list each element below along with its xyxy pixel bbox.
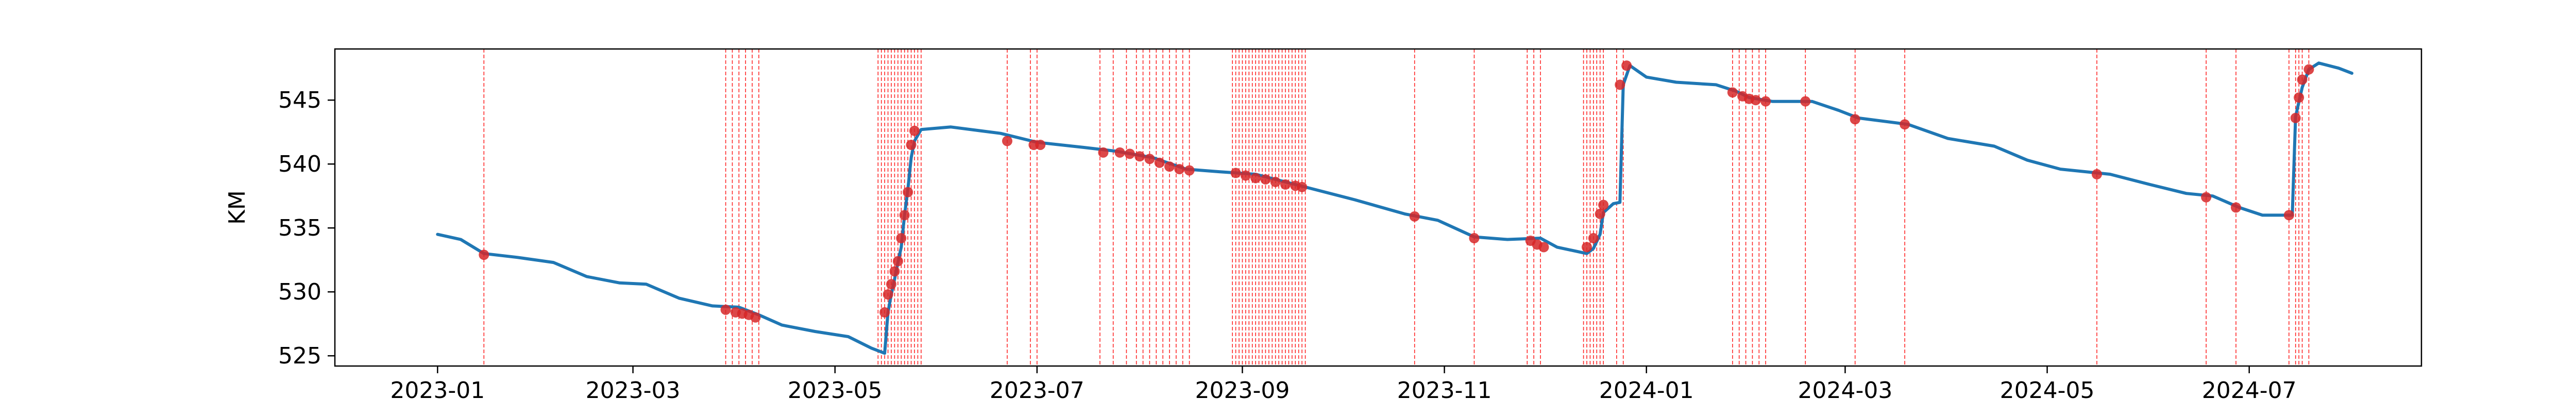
event-marker [1035, 139, 1046, 150]
y-tick-label: 530 [278, 279, 321, 305]
y-tick-label: 545 [278, 87, 321, 113]
event-marker [2303, 64, 2314, 75]
y-axis: 525 530 535 540 545 [278, 87, 335, 369]
event-marker [1250, 173, 1261, 184]
event-marker [479, 250, 489, 260]
event-marker [1850, 114, 1860, 125]
event-marker [906, 139, 917, 150]
y-tick-label: 535 [278, 215, 321, 241]
event-marker [1164, 161, 1175, 172]
y-tick-label: 540 [278, 151, 321, 177]
event-marker [1595, 208, 1605, 219]
event-marker [1760, 96, 1771, 107]
x-tick-label: 2023-07 [990, 377, 1084, 404]
event-marker [1154, 157, 1165, 168]
event-marker [903, 187, 913, 197]
y-tick-label: 525 [278, 343, 321, 369]
event-marker [1800, 96, 1811, 107]
event-marker [899, 210, 910, 221]
event-marker [720, 304, 731, 315]
x-tick-label: 2024-07 [2202, 377, 2297, 404]
event-marker [1144, 154, 1155, 164]
event-marker [1297, 181, 1308, 192]
series-layer [436, 61, 2353, 355]
event-marker [1002, 136, 1012, 146]
x-axis: 2023-01 2023-03 2023-05 2023-07 2023-09 2023-… [390, 366, 2297, 404]
x-tick-label: 2024-03 [1798, 377, 1893, 404]
event-marker [1124, 148, 1135, 159]
event-marker [1098, 147, 1109, 158]
event-marker [1588, 233, 1599, 244]
event-marker [892, 256, 903, 267]
x-tick-label: 2024-05 [2000, 377, 2095, 404]
event-markers [479, 60, 2314, 323]
y-axis-title: KM [224, 190, 250, 225]
event-marker [2290, 112, 2301, 123]
event-marker [1114, 147, 1125, 158]
event-marker [1230, 168, 1241, 178]
event-marker [2231, 202, 2241, 213]
event-marker [883, 289, 893, 300]
event-marker [1469, 233, 1480, 244]
distance-series-line [436, 61, 2353, 355]
event-marker [1582, 242, 1592, 253]
event-marker [889, 266, 900, 277]
event-marker [1260, 174, 1271, 185]
event-marker [1727, 87, 1738, 98]
event-marker [1174, 164, 1185, 175]
event-lines [483, 49, 2310, 366]
event-marker [896, 233, 907, 244]
event-marker [1750, 95, 1761, 106]
event-marker [2092, 169, 2102, 180]
event-marker [750, 312, 761, 323]
x-tick-label: 2024-01 [1599, 377, 1694, 404]
event-marker [1615, 79, 1625, 90]
event-marker [2294, 92, 2304, 103]
event-marker [909, 125, 920, 136]
event-marker [2297, 74, 2308, 85]
x-tick-label: 2023-03 [586, 377, 681, 404]
event-marker [886, 279, 896, 290]
event-marker [1184, 165, 1195, 176]
x-tick-label: 2023-11 [1397, 377, 1492, 404]
event-marker [879, 307, 890, 318]
event-marker [1134, 151, 1145, 162]
x-tick-label: 2023-05 [788, 377, 883, 404]
plot-frame [334, 48, 2422, 367]
event-marker [1280, 179, 1291, 190]
event-marker [2283, 210, 2294, 221]
event-marker [2201, 192, 2212, 203]
event-marker [1900, 119, 1910, 130]
event-marker [1598, 200, 1609, 210]
event-marker [1409, 211, 1420, 222]
x-tick-label: 2023-09 [1195, 377, 1290, 404]
event-marker [1270, 176, 1281, 187]
x-tick-label: 2023-01 [390, 377, 485, 404]
event-marker [1538, 242, 1549, 253]
event-marker [1240, 170, 1251, 181]
event-marker [1621, 60, 1632, 71]
